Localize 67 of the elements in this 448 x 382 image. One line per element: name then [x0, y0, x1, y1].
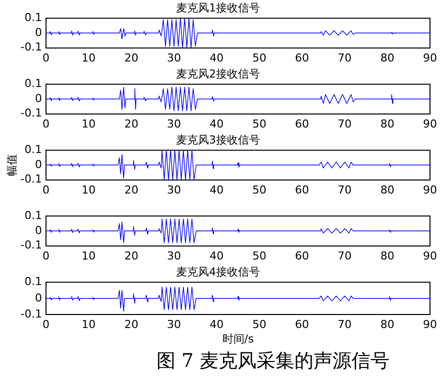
y-tick-label: 0: [35, 92, 42, 105]
y-tick-label: -0.1: [20, 238, 42, 252]
y-tick-label: 0.1: [24, 143, 42, 156]
x-tick-label: 10: [82, 318, 96, 332]
y-tick-label: -0.1: [20, 307, 42, 320]
x-tick-label: 90: [423, 51, 437, 64]
x-tick-label: 40: [210, 183, 224, 196]
x-tick-label: 20: [124, 117, 138, 130]
y-tick-label: 0: [35, 158, 42, 171]
y-tick-label: 0.1: [24, 275, 42, 288]
x-tick-label: 80: [380, 249, 394, 262]
chart-title: 麦克风2接收信号: [176, 67, 260, 80]
y-tick-label: 0.1: [24, 77, 42, 90]
x-tick-label: 30: [167, 318, 181, 332]
x-tick-label: 80: [380, 183, 394, 196]
x-tick-label: 90: [423, 249, 437, 262]
chart-title: 麦克风4接收信号: [176, 265, 260, 278]
x-tick-label: 60: [295, 318, 309, 332]
x-tick-label: 70: [338, 117, 352, 130]
x-tick-label: 90: [423, 183, 437, 196]
x-tick-label: 30: [167, 183, 181, 196]
x-tick-label: 50: [252, 249, 266, 262]
x-tick-label: 70: [338, 51, 352, 64]
x-tick-label: 80: [380, 318, 394, 332]
x-tick-label: 50: [252, 318, 266, 332]
chart-title: 麦克风3接收信号: [176, 133, 260, 146]
x-tick-label: 50: [252, 51, 266, 64]
x-tick-label: 40: [210, 318, 224, 332]
x-tick-label: 10: [82, 183, 96, 196]
y-tick-label: -0.1: [20, 40, 42, 54]
x-axis-title: 时间/s: [222, 332, 254, 346]
y-tick-label: -0.1: [20, 106, 42, 120]
x-tick-label: 40: [210, 117, 224, 130]
x-tick-label: 30: [167, 51, 181, 64]
x-tick-label: 70: [338, 318, 352, 332]
x-tick-label: 80: [380, 117, 394, 130]
y-tick-label: 0.1: [24, 208, 42, 222]
x-tick-label: 90: [423, 318, 437, 332]
x-tick-label: 60: [295, 51, 309, 64]
y-tick-label: -0.1: [20, 172, 42, 186]
y-tick-label: 0.1: [24, 11, 42, 24]
x-tick-label: 80: [380, 51, 394, 64]
y-tick-label: 0: [35, 291, 42, 304]
x-tick-label: 60: [295, 183, 309, 196]
x-tick-label: 10: [82, 51, 96, 64]
x-tick-label: 20: [124, 51, 138, 64]
x-tick-label: 60: [295, 117, 309, 130]
x-tick-label: 10: [82, 249, 96, 262]
x-tick-label: 20: [124, 183, 138, 196]
chart-title: 麦克风1接收信号: [176, 1, 260, 14]
x-tick-label: 40: [210, 51, 224, 64]
x-tick-label: 90: [423, 117, 437, 130]
x-tick-label: 70: [338, 183, 352, 196]
x-tick-label: 30: [167, 249, 181, 262]
x-tick-label: 70: [338, 249, 352, 262]
y-axis-title: 幅值: [5, 154, 18, 176]
x-tick-label: 50: [252, 183, 266, 196]
x-tick-label: 50: [252, 117, 266, 130]
x-tick-label: 40: [210, 249, 224, 262]
caption: 图 7 麦克风采集的声源信号: [155, 349, 391, 374]
x-tick-label: 20: [124, 249, 138, 262]
x-tick-label: 60: [295, 249, 309, 262]
x-tick-label: 10: [82, 117, 96, 130]
y-tick-label: 0: [35, 224, 42, 237]
x-tick-label: 30: [167, 117, 181, 130]
y-tick-label: 0: [35, 26, 42, 39]
x-tick-label: 20: [124, 318, 138, 332]
